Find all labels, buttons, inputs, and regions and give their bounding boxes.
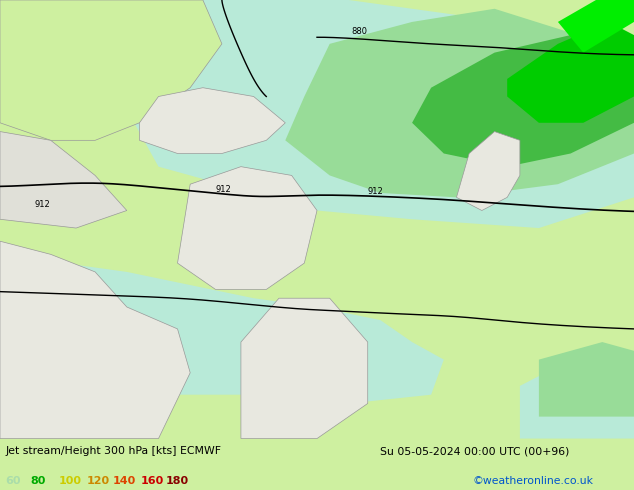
Text: 880: 880 <box>352 27 368 36</box>
Text: 912: 912 <box>216 185 231 194</box>
Polygon shape <box>520 351 634 439</box>
Polygon shape <box>0 241 190 439</box>
Text: Jet stream/Height 300 hPa [kts] ECMWF: Jet stream/Height 300 hPa [kts] ECMWF <box>5 446 221 456</box>
Polygon shape <box>139 88 285 153</box>
Polygon shape <box>0 0 222 140</box>
Text: 160: 160 <box>141 476 164 486</box>
Text: 80: 80 <box>30 476 46 486</box>
Polygon shape <box>285 9 634 197</box>
Polygon shape <box>456 132 520 211</box>
Text: 140: 140 <box>113 476 136 486</box>
Text: 60: 60 <box>5 476 20 486</box>
Polygon shape <box>558 0 634 52</box>
Text: 120: 120 <box>86 476 109 486</box>
Text: Su 05-05-2024 00:00 UTC (00+96): Su 05-05-2024 00:00 UTC (00+96) <box>380 446 570 456</box>
Text: 100: 100 <box>58 476 81 486</box>
Polygon shape <box>241 298 368 439</box>
Polygon shape <box>0 263 444 403</box>
Polygon shape <box>507 22 634 123</box>
Polygon shape <box>178 167 317 290</box>
Polygon shape <box>127 0 634 228</box>
Polygon shape <box>412 35 634 167</box>
Text: 180: 180 <box>166 476 189 486</box>
Text: ©weatheronline.co.uk: ©weatheronline.co.uk <box>472 476 593 486</box>
Polygon shape <box>539 342 634 416</box>
Text: 912: 912 <box>35 200 51 209</box>
Text: 912: 912 <box>368 187 384 196</box>
Polygon shape <box>0 132 127 228</box>
